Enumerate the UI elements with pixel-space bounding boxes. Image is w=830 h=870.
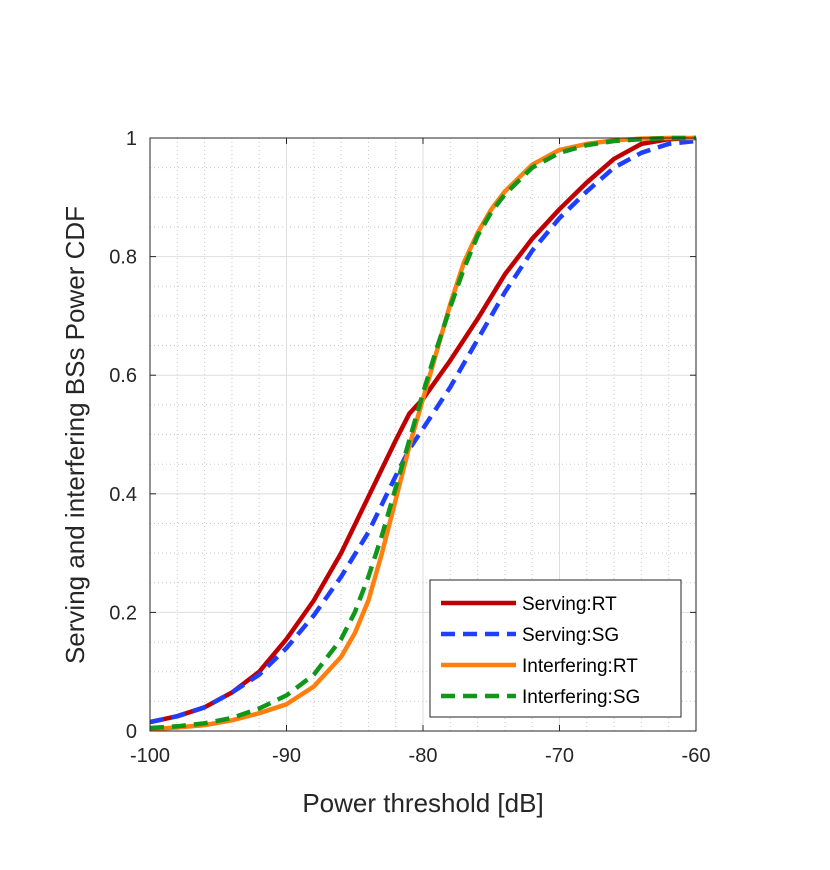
series-line-serving-rt (150, 135, 696, 725)
x-axis-title: Power threshold [dB] (302, 788, 543, 818)
legend-label: Serving:RT (522, 594, 617, 615)
series-layer (150, 135, 696, 731)
series-line-serving-sg (150, 138, 696, 725)
y-tick-label: 0.6 (109, 365, 137, 387)
y-axis-title: Serving and interfering BSs Power CDF (60, 206, 90, 664)
y-tick-label: 0.4 (109, 484, 137, 506)
legend: Serving:RT Serving:SG Interfering:RT Interf… (429, 579, 682, 718)
x-tick-label: -90 (272, 745, 301, 767)
legend-label: Interfering:RT (522, 656, 638, 677)
y-tick-labels: 0 0.2 0.4 0.6 0.8 1 (109, 128, 137, 743)
legend-label: Interfering:SG (522, 687, 640, 708)
x-tick-labels: -100 -90 -80 -70 -60 (130, 745, 710, 767)
x-tick-label: -70 (545, 745, 574, 767)
x-tick-label: -100 (130, 745, 170, 767)
y-tick-label: 1 (126, 128, 137, 150)
x-tick-label: -60 (682, 745, 711, 767)
legend-label: Serving:SG (522, 625, 619, 646)
axis-ticks (149, 137, 697, 732)
series-line-interfering-sg (150, 135, 696, 731)
x-tick-label: -80 (409, 745, 438, 767)
y-tick-label: 0.8 (109, 247, 137, 269)
y-tick-label: 0 (126, 721, 137, 743)
y-tick-label: 0.2 (109, 602, 137, 624)
